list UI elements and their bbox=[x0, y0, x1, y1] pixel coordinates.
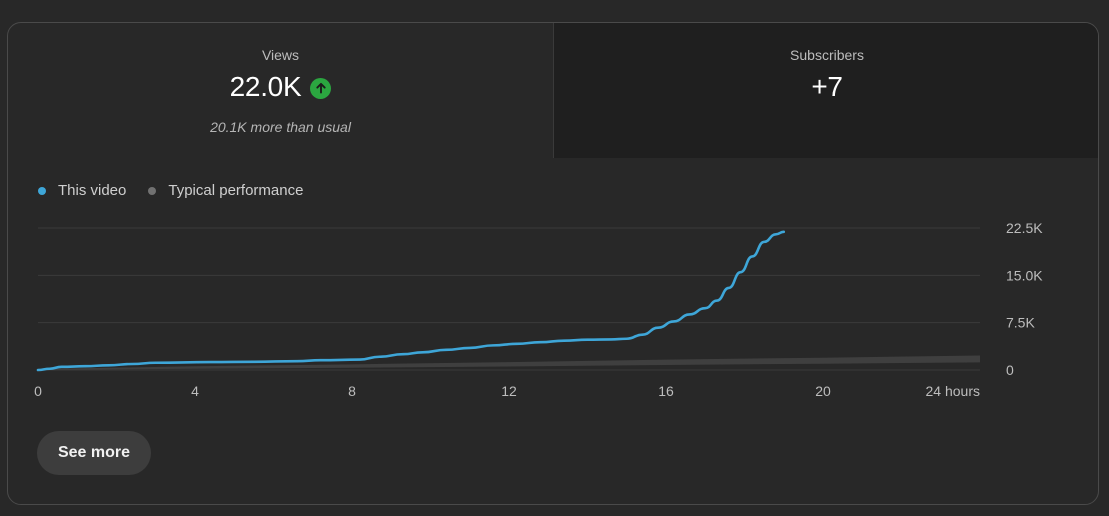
subscribers-metric-tab[interactable]: Subscribers +7 bbox=[554, 23, 1098, 158]
subscribers-value-row: +7 bbox=[554, 71, 1098, 103]
views-value-row: 22.0K bbox=[8, 71, 553, 103]
subscribers-value: +7 bbox=[811, 71, 843, 102]
x-tick-label: 0 bbox=[34, 383, 42, 399]
x-axis-labels: 0 4 8 12 16 20 24 hours bbox=[34, 383, 980, 399]
x-tick-label: 12 bbox=[501, 383, 517, 399]
views-metric-tab[interactable]: Views 22.0K 20.1K more than usual bbox=[8, 23, 554, 158]
y-tick-label: 7.5K bbox=[1006, 315, 1035, 331]
y-tick-label: 15.0K bbox=[1006, 267, 1043, 283]
y-axis-labels: 0 7.5K 15.0K 22.5K bbox=[1006, 220, 1043, 378]
views-comparison-note: 20.1K more than usual bbox=[210, 119, 351, 135]
legend-label-typical: Typical performance bbox=[168, 182, 304, 199]
x-tick-label: 4 bbox=[191, 383, 199, 399]
realtime-views-card: Views 22.0K 20.1K more than usual Subscr… bbox=[7, 22, 1099, 505]
chart-grid bbox=[38, 227, 980, 371]
typical-performance-area bbox=[38, 355, 980, 370]
views-value: 22.0K bbox=[229, 71, 302, 102]
this-video-series-line bbox=[36, 230, 786, 372]
this-video-line-layer bbox=[36, 230, 786, 372]
x-tick-label: 16 bbox=[658, 383, 674, 399]
legend-item-this-video: This video bbox=[38, 182, 126, 199]
y-tick-label: 0 bbox=[1006, 362, 1014, 378]
legend-dot-typical bbox=[148, 186, 157, 195]
chart-legend: This video Typical performance bbox=[38, 182, 325, 199]
legend-item-typical: Typical performance bbox=[148, 182, 303, 199]
x-tick-label: 8 bbox=[348, 383, 356, 399]
y-tick-label: 22.5K bbox=[1006, 220, 1043, 236]
x-tick-label: 24 hours bbox=[926, 383, 980, 399]
legend-dot-this-video bbox=[38, 186, 46, 195]
see-more-button[interactable]: See more bbox=[37, 431, 151, 475]
typical-performance-band bbox=[38, 355, 980, 370]
arrow-up-icon bbox=[310, 77, 332, 99]
views-label: Views bbox=[261, 47, 300, 63]
legend-label-this-video: This video bbox=[58, 182, 127, 199]
views-line-chart: 0 7.5K 15.0K 22.5K 0 4 8 12 16 20 24 hours bbox=[34, 220, 1043, 399]
x-tick-label: 20 bbox=[815, 383, 831, 399]
subscribers-label: Subscribers bbox=[790, 47, 864, 63]
